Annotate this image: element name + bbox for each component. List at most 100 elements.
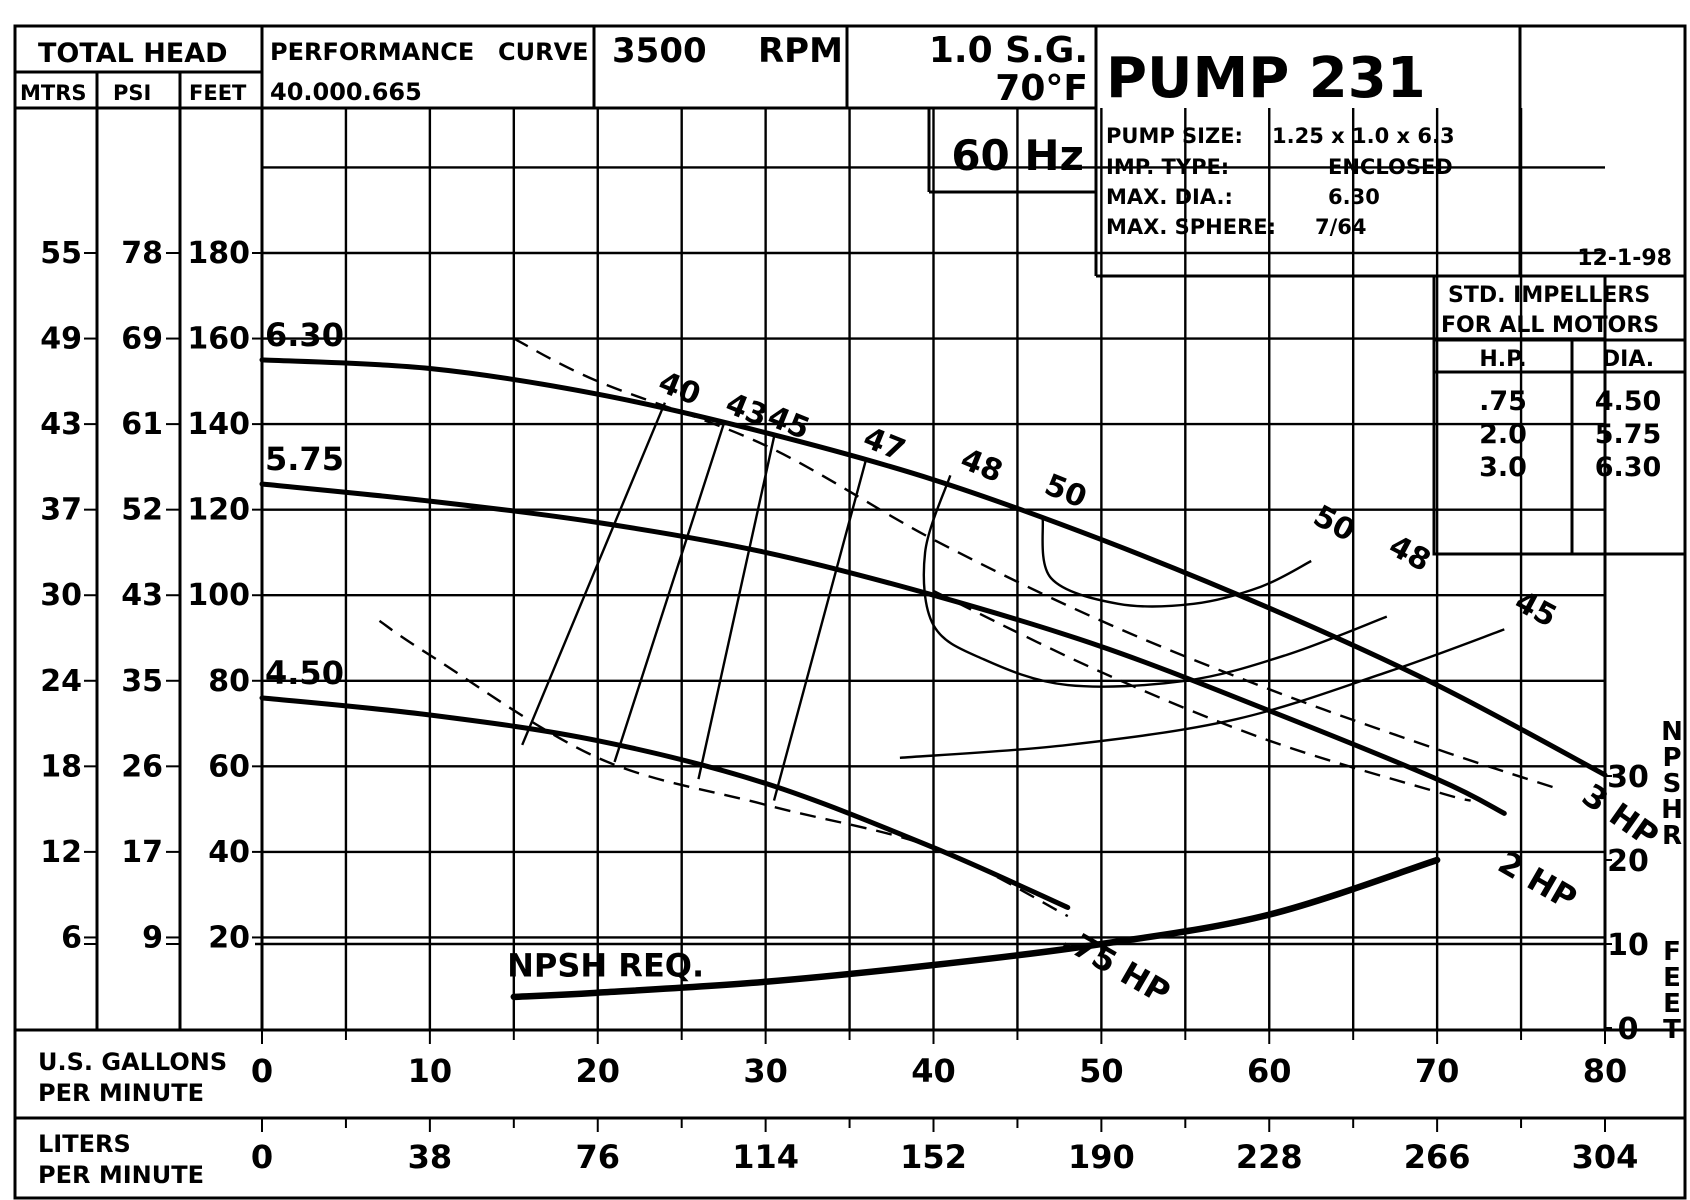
efficiency-contour-50 [1041, 518, 1312, 608]
feet-label-letter: E [1663, 989, 1681, 1019]
impeller-hp-row-3: 3.0 [1479, 452, 1527, 483]
feet-tick-label: 60 [208, 749, 250, 784]
feet-tick-label: 120 [187, 493, 250, 528]
psi-tick-label: 17 [121, 835, 163, 870]
feet-tick-label: 100 [187, 578, 250, 613]
npshr-label-letter: R [1662, 821, 1682, 851]
gpm-tick-label: 20 [575, 1052, 620, 1090]
spec-label-type: IMP. TYPE: [1106, 155, 1229, 179]
efficiency-contour-48 [922, 475, 1388, 688]
total-head-label: TOTAL HEAD [38, 38, 228, 69]
spec-label-size: PUMP SIZE: [1106, 124, 1243, 148]
feet-label-letter: F [1663, 937, 1681, 967]
curve-label: CURVE [498, 38, 589, 66]
psi-tick-label: 26 [121, 749, 163, 784]
feet-label-letter: E [1663, 963, 1681, 993]
lpm-tick-label: 266 [1404, 1138, 1471, 1176]
impeller-dia-row-2: 5.75 [1595, 419, 1662, 450]
npsh-required-label: NPSH REQ. [507, 946, 704, 984]
spec-label-sphere: MAX. SPHERE: [1106, 215, 1276, 239]
impeller-curve-6.30 [259, 357, 1608, 778]
mtrs-tick-label: 49 [40, 322, 82, 357]
npshr-tick-label: 10 [1607, 928, 1649, 963]
psi-tick-label: 35 [121, 664, 163, 699]
gpm-tick-label: 10 [408, 1052, 453, 1090]
impeller-table [1432, 274, 1687, 556]
psi-tick-label: 43 [121, 578, 163, 613]
spec-label-dia: MAX. DIA.: [1106, 185, 1233, 209]
efficiency-line [613, 423, 725, 763]
mtrs-tick-label: 6 [61, 920, 82, 955]
npshr-label-letter: N [1661, 717, 1683, 747]
plot-grid [255, 108, 1605, 1030]
impeller-dia-row-1: 4.50 [1595, 386, 1662, 417]
spec-value-dia: 6.30 [1328, 185, 1380, 209]
lpm-tick-label: 228 [1236, 1138, 1303, 1176]
gpm-tick-label: 0 [251, 1052, 273, 1090]
spec-value-sphere: 7/64 [1315, 215, 1367, 239]
curve-number: 40.000.665 [270, 78, 422, 106]
impeller-hp-row-2: 2.0 [1479, 419, 1527, 450]
motor-limit-label: 2 HP [1492, 843, 1583, 918]
outer-frame [13, 24, 1687, 1200]
mtrs-tick-label: 37 [40, 493, 82, 528]
lpm-tick-label: 114 [732, 1138, 799, 1176]
efficiency-label: 45 [1509, 584, 1562, 635]
feet-col-label: FEET [189, 81, 247, 105]
gpm-axis-label-1: U.S. GALLONS [38, 1048, 227, 1076]
mtrs-tick-label: 12 [40, 835, 82, 870]
impeller-table-hp-header: H.P. [1479, 347, 1526, 372]
feet-label-letter: T [1663, 1015, 1681, 1045]
spec-value-type: ENCLOSED [1328, 155, 1453, 179]
npshr-tick-label: 0 [1618, 1012, 1639, 1047]
gpm-tick-label: 30 [743, 1052, 788, 1090]
efficiency-line [521, 402, 667, 746]
psi-tick-label: 9 [142, 920, 163, 955]
mtrs-tick-label: 55 [40, 236, 82, 271]
lpm-tick-label: 38 [408, 1138, 453, 1176]
temperature: 70°F [995, 68, 1088, 109]
feet-tick-label: 140 [187, 407, 250, 442]
feet-tick-label: 40 [208, 835, 250, 870]
psi-tick-label: 52 [121, 493, 163, 528]
specific-gravity: 1.0 S.G. [929, 30, 1088, 71]
motor-limit-75HP [378, 619, 1069, 918]
psi-col-label: PSI [113, 81, 151, 105]
gpm-tick-label: 60 [1247, 1052, 1292, 1090]
motor-limit-3HP [513, 337, 1555, 789]
flow-axis-ticks: 0 0 10 38 20 76 30 114 40 152 50 190 60 228 70 266 80 304 [251, 1030, 1639, 1176]
lpm-axis-label-1: LITERS [38, 1130, 131, 1158]
gpm-tick-label: 80 [1583, 1052, 1628, 1090]
npshr-tick-label: 20 [1607, 844, 1649, 879]
mtrs-tick-label: 24 [40, 664, 82, 699]
impeller-hp-row-1: .75 [1479, 386, 1527, 417]
impeller-table-title-2: FOR ALL MOTORS [1441, 313, 1659, 338]
impeller-curve-4.50 [259, 695, 1071, 910]
feet-tick-label: 160 [187, 322, 250, 357]
mtrs-tick-label: 43 [40, 407, 82, 442]
mtrs-tick-label: 30 [40, 578, 82, 613]
feet-tick-label: 80 [208, 664, 250, 699]
lpm-axis-label-2: PER MINUTE [38, 1161, 204, 1189]
impeller-label-6.30: 6.30 [265, 316, 344, 354]
impeller-label-5.75: 5.75 [265, 440, 344, 478]
npshr-label-letter: H [1661, 795, 1683, 825]
lpm-tick-label: 152 [900, 1138, 967, 1176]
efficiency-label: 50 [1040, 468, 1092, 516]
npshr-label-letter: P [1662, 743, 1681, 773]
npshr-axis-ticks: 30 20 10 0 [1605, 760, 1649, 1047]
frequency: 60 Hz [951, 131, 1084, 180]
impeller-label-4.50: 4.50 [265, 654, 344, 692]
efficiency-label: 48 [956, 442, 1008, 490]
mtrs-col-label: MTRS [20, 81, 87, 105]
impeller-dia-row-3: 6.30 [1595, 452, 1662, 483]
impeller-table-dia-header: DIA. [1602, 347, 1654, 372]
motor-limit-2HP [932, 589, 1472, 802]
revision-date: 12-1-98 [1577, 246, 1672, 271]
lpm-tick-label: 304 [1572, 1138, 1639, 1176]
